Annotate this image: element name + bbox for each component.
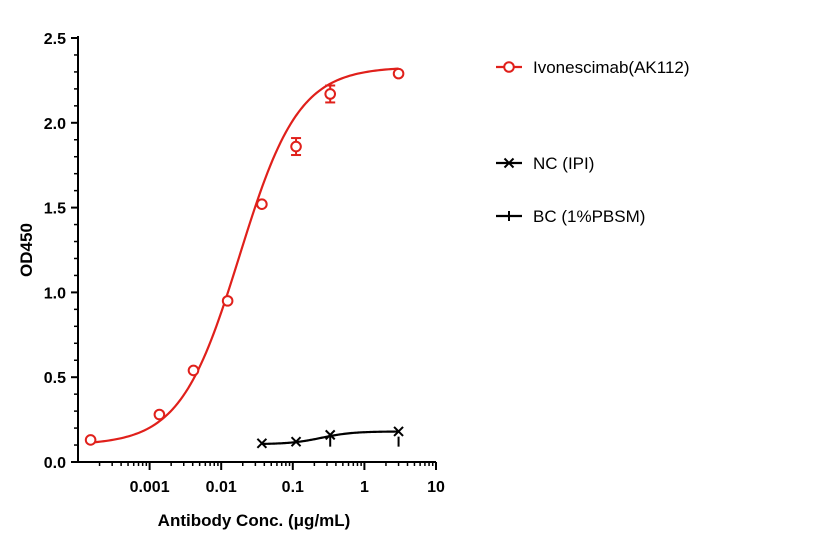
axes: 0.0 0.5 1.0 1.5 2.0 2.5 0.001 0.01 0.1 1 10	[44, 31, 445, 496]
marker-stroke	[503, 157, 515, 169]
data-point	[393, 426, 404, 437]
y-tick-label: 1.5	[44, 201, 66, 218]
series-curve	[90, 67, 399, 444]
data-point	[84, 434, 97, 446]
legend: Ivonescimab(AK112) NC (IPI) BC (1%PBSM)	[496, 58, 690, 226]
data-point	[153, 408, 166, 421]
marker-stroke	[393, 426, 404, 437]
data-point	[187, 364, 200, 377]
y-tick-label: 0.5	[44, 370, 66, 387]
data-point	[221, 295, 234, 307]
legend-marker	[503, 157, 515, 169]
legend-label: BC (1%PBSM)	[533, 207, 645, 226]
x-tick-label: 0.1	[282, 479, 304, 496]
legend-marker	[503, 61, 515, 73]
data-point	[392, 67, 405, 80]
plot-area	[84, 67, 405, 449]
x-tick-label: 10	[427, 479, 445, 496]
legend-item-0: Ivonescimab(AK112)	[496, 58, 690, 77]
y-tick-label: 2.5	[44, 31, 66, 48]
data-point	[324, 88, 337, 100]
series-2	[329, 436, 400, 447]
legend-label: Ivonescimab(AK112)	[533, 58, 690, 77]
data-point	[256, 438, 268, 449]
legend-item-2: BC (1%PBSM)	[496, 207, 645, 226]
series-0	[84, 67, 405, 446]
y-tick-label: 1.0	[44, 285, 66, 302]
legend-item-1: NC (IPI)	[496, 154, 594, 173]
data-point	[290, 436, 302, 447]
data-point	[256, 198, 268, 211]
marker-stroke	[256, 438, 268, 449]
marker-stroke	[324, 429, 336, 441]
marker-stroke	[290, 436, 302, 447]
legend-label: NC (IPI)	[533, 154, 594, 173]
y-axis-title: OD450	[17, 223, 36, 277]
series-1	[256, 426, 404, 449]
x-axis-title: Antibody Conc. (μg/mL)	[158, 511, 351, 530]
x-tick-label: 1	[360, 479, 369, 496]
x-tick-label: 0.01	[206, 479, 237, 496]
y-tick-label: 0.0	[44, 455, 66, 472]
data-point	[290, 140, 302, 153]
x-tick-label: 0.001	[130, 479, 170, 496]
y-tick-label: 2.0	[44, 116, 66, 133]
data-point	[324, 429, 336, 441]
